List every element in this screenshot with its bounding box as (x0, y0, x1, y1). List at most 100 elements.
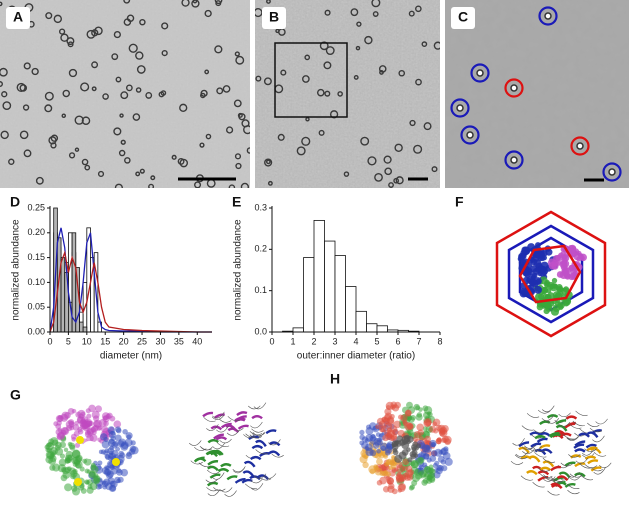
x-tick-label: 8 (437, 336, 442, 346)
panel-label: B (269, 9, 279, 25)
atom (413, 431, 421, 438)
coil (537, 467, 551, 472)
coil (543, 474, 556, 480)
atom (518, 252, 526, 261)
particle (394, 143, 403, 152)
atom (561, 256, 568, 264)
coil (219, 487, 233, 493)
bar (334, 255, 346, 333)
atom (415, 405, 420, 411)
strand (564, 482, 576, 488)
coil (248, 405, 261, 410)
strand (193, 456, 205, 463)
particle (325, 46, 335, 56)
coil (253, 473, 267, 479)
coil (560, 462, 574, 467)
strand (574, 440, 586, 447)
coil (227, 416, 240, 422)
bar (79, 321, 84, 333)
particle (124, 157, 131, 164)
particle (91, 61, 99, 69)
atom (406, 447, 411, 452)
strand (589, 447, 602, 454)
y-tick-label: 0.1 (254, 285, 267, 295)
particle (150, 175, 156, 181)
marker (74, 478, 82, 486)
atom (538, 293, 545, 300)
particle (302, 75, 310, 83)
atom (359, 429, 365, 436)
coil (251, 428, 264, 433)
atom (379, 433, 384, 438)
atom (85, 429, 91, 436)
particle (329, 110, 339, 119)
atom (64, 411, 71, 419)
x-tick-label: 5 (66, 336, 71, 346)
particle (423, 122, 432, 131)
coil (575, 410, 588, 416)
particle (145, 91, 153, 99)
atom (435, 438, 442, 445)
coil (250, 483, 264, 491)
particle (216, 87, 224, 95)
strand (207, 438, 220, 444)
particle (324, 90, 331, 97)
atom (108, 484, 117, 493)
x-tick-label: 35 (174, 336, 184, 346)
coil (252, 432, 265, 436)
atom (98, 449, 104, 455)
x-tick-label: 10 (82, 336, 92, 346)
atom (404, 422, 413, 431)
atom (60, 474, 68, 482)
atom (65, 450, 74, 459)
atom (558, 304, 564, 311)
coil (557, 421, 571, 427)
coil (224, 490, 237, 497)
particle (456, 104, 464, 112)
strand (573, 443, 585, 449)
atom (430, 449, 438, 457)
particle (415, 78, 422, 86)
particle (23, 149, 32, 158)
label-box (451, 7, 475, 29)
coil (598, 462, 612, 468)
strand (536, 437, 548, 443)
particle (280, 69, 287, 76)
label-box (262, 7, 286, 29)
particle (316, 88, 325, 97)
particle (68, 68, 78, 78)
atom (536, 278, 542, 284)
particle (67, 41, 74, 48)
panel-label: F (455, 194, 464, 210)
coil (206, 469, 220, 474)
ring-marker (504, 78, 524, 98)
x-tick-label: 6 (395, 336, 400, 346)
particle (214, 0, 223, 5)
particle (120, 91, 129, 100)
strand (215, 436, 228, 441)
atom (384, 461, 390, 467)
coil (218, 418, 232, 423)
strand (243, 460, 256, 468)
particle (128, 43, 138, 53)
bar (366, 323, 378, 333)
strand (550, 465, 562, 472)
atom (442, 451, 451, 460)
particle (194, 181, 202, 188)
x-tick-label: 1 (290, 336, 295, 346)
coil (587, 422, 600, 428)
coil (255, 449, 268, 455)
strand (558, 471, 571, 478)
atom (76, 416, 84, 424)
atom (120, 468, 129, 477)
strand (556, 475, 569, 482)
strand (574, 472, 586, 478)
y-tick-label: 0.2 (254, 244, 267, 254)
particle (222, 85, 231, 93)
ring-marker (460, 125, 480, 145)
coil (569, 473, 583, 481)
coil (205, 478, 219, 483)
strand (590, 466, 602, 472)
ring-marker (450, 98, 470, 118)
coil (542, 405, 555, 413)
